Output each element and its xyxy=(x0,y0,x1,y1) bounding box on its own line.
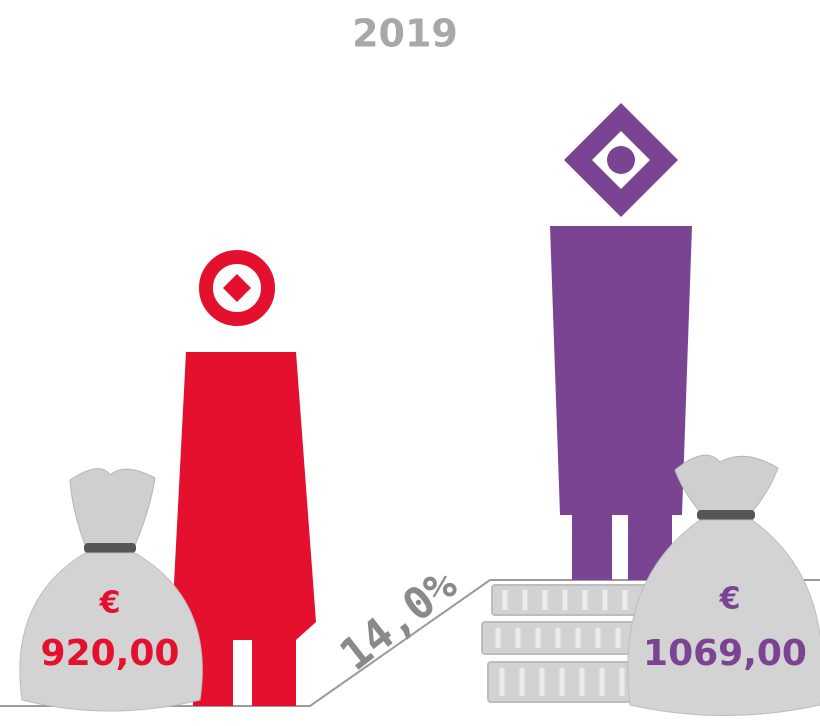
right-amount: 1069,00 xyxy=(643,633,807,674)
purple-figure xyxy=(550,103,692,580)
coin-stripes xyxy=(495,590,628,696)
coin-stack xyxy=(481,584,654,703)
difference-label: 14,0% xyxy=(331,559,467,681)
money-bag-left xyxy=(19,468,203,712)
red-figure xyxy=(172,250,316,706)
money-bag-right xyxy=(627,454,820,716)
left-amount: 920,00 xyxy=(41,633,180,674)
title: 2019 xyxy=(352,12,458,56)
right-currency: € xyxy=(719,582,741,617)
left-currency: € xyxy=(99,586,121,621)
